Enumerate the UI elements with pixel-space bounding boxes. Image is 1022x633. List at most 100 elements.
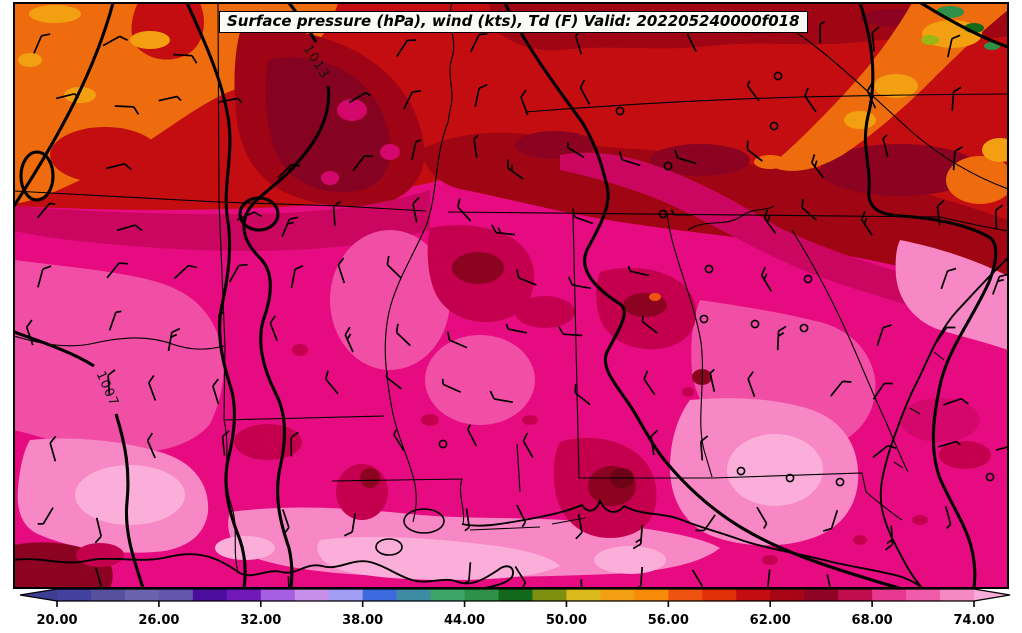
wind-barb bbox=[474, 83, 488, 107]
colorbar-segment bbox=[736, 589, 771, 601]
wind-barb bbox=[670, 209, 694, 216]
calm-station-circle bbox=[438, 439, 448, 449]
wind-barb bbox=[108, 310, 122, 331]
wind-barb bbox=[747, 371, 756, 397]
colorbar-segment bbox=[872, 589, 907, 601]
wind-barb bbox=[412, 196, 420, 223]
colorbar-segment bbox=[838, 589, 873, 601]
wind-barb bbox=[217, 311, 224, 335]
calm-station-circle bbox=[736, 466, 746, 476]
wind-barb bbox=[650, 429, 659, 456]
wind-barb bbox=[102, 35, 128, 47]
map-title: Surface pressure (hPa), wind (kts), Td (… bbox=[219, 11, 808, 33]
wind-barb bbox=[277, 163, 301, 179]
wind-barb bbox=[579, 79, 591, 105]
calm-stations bbox=[438, 71, 995, 487]
colorbar-segment bbox=[328, 589, 364, 601]
colorbar: 20.00 26.00 32.00 38.00 44.00 50.00 56.00 62.00… bbox=[19, 588, 1011, 628]
wind-barb bbox=[632, 525, 644, 550]
colorbar-tick-label: 20.00 bbox=[36, 613, 77, 628]
calm-station-circle bbox=[769, 121, 779, 131]
wind-barb bbox=[116, 224, 143, 232]
wind-barb bbox=[221, 430, 230, 456]
colorbar-segment bbox=[124, 589, 160, 601]
wind-barb bbox=[872, 382, 893, 400]
calm-station-circle bbox=[615, 106, 625, 116]
wind-barb bbox=[763, 209, 777, 234]
wind-barb bbox=[695, 514, 716, 532]
wind-barb bbox=[446, 331, 468, 349]
wind-barb bbox=[951, 86, 962, 111]
wind-barb bbox=[410, 139, 422, 161]
colorbar-segment bbox=[668, 589, 703, 601]
wind-barb bbox=[107, 369, 116, 395]
wind-barb bbox=[567, 276, 592, 290]
wind-barb bbox=[876, 324, 892, 346]
colorbar-tick-label: 68.00 bbox=[852, 613, 893, 628]
wind-barb bbox=[464, 508, 471, 532]
wind-barb bbox=[281, 509, 290, 536]
wind-barb bbox=[106, 262, 128, 279]
wind-barb bbox=[114, 105, 140, 115]
wind-barb bbox=[994, 204, 1004, 230]
wind-barb bbox=[473, 134, 479, 158]
map-frame bbox=[13, 2, 1009, 589]
calm-station-circle bbox=[750, 319, 760, 329]
wind-barb bbox=[824, 574, 833, 588]
wind-barb bbox=[332, 200, 341, 226]
wind-barb bbox=[566, 141, 585, 159]
wind-barb bbox=[830, 380, 852, 397]
colorbar-segment bbox=[940, 589, 975, 601]
wind-barb bbox=[105, 163, 132, 171]
coastline bbox=[14, 257, 1008, 588]
wind-barb bbox=[148, 375, 157, 401]
colorbar-segment bbox=[498, 589, 534, 601]
wind-barb bbox=[269, 315, 278, 342]
wind-barb bbox=[709, 368, 716, 392]
colorbar-segment bbox=[770, 589, 805, 601]
wind-barb bbox=[643, 370, 656, 396]
colorbar-segment bbox=[396, 589, 432, 601]
wind-barb bbox=[995, 444, 1008, 451]
wind-barb bbox=[37, 265, 52, 288]
colorbar-segment bbox=[192, 589, 228, 601]
wind-barb bbox=[571, 208, 594, 225]
wind-barb bbox=[466, 424, 478, 447]
colorbar-tick-label: 32.00 bbox=[240, 613, 281, 628]
wind-barb bbox=[491, 224, 515, 236]
wind-barb bbox=[33, 33, 51, 54]
wind-barb bbox=[514, 566, 527, 588]
wind-barb bbox=[804, 87, 817, 113]
wind-barb bbox=[882, 134, 889, 158]
wind-barb bbox=[558, 326, 583, 337]
calm-station-circle bbox=[658, 209, 668, 219]
wind-barb bbox=[946, 34, 961, 58]
colorbar-over-arrow bbox=[974, 589, 1010, 601]
colorbar-segment bbox=[430, 589, 466, 601]
colorbar-segment bbox=[90, 589, 126, 601]
wind-barb bbox=[801, 198, 817, 221]
wind-barb bbox=[393, 429, 405, 452]
wind-barb bbox=[290, 431, 299, 457]
wind-barb bbox=[507, 159, 524, 180]
wind-barb bbox=[515, 269, 537, 286]
wind-barb bbox=[860, 211, 873, 236]
wind-barb bbox=[940, 267, 957, 290]
wind-barb bbox=[396, 39, 416, 57]
wind-barb bbox=[173, 53, 198, 64]
wind-barb bbox=[441, 378, 461, 393]
wind-barb bbox=[674, 149, 697, 165]
wind-barb bbox=[746, 80, 760, 102]
wind-barb bbox=[574, 579, 583, 588]
wind-barb bbox=[36, 202, 56, 219]
colorbar-segment bbox=[362, 589, 398, 601]
wind-barb bbox=[822, 510, 839, 532]
wind-barb bbox=[866, 82, 877, 109]
wind-barb bbox=[37, 507, 54, 525]
colorbar-segment bbox=[566, 589, 602, 601]
wind-barb bbox=[352, 155, 374, 172]
wind-barb bbox=[759, 569, 771, 588]
wind-barb bbox=[871, 26, 880, 52]
wind-barb bbox=[574, 383, 591, 406]
